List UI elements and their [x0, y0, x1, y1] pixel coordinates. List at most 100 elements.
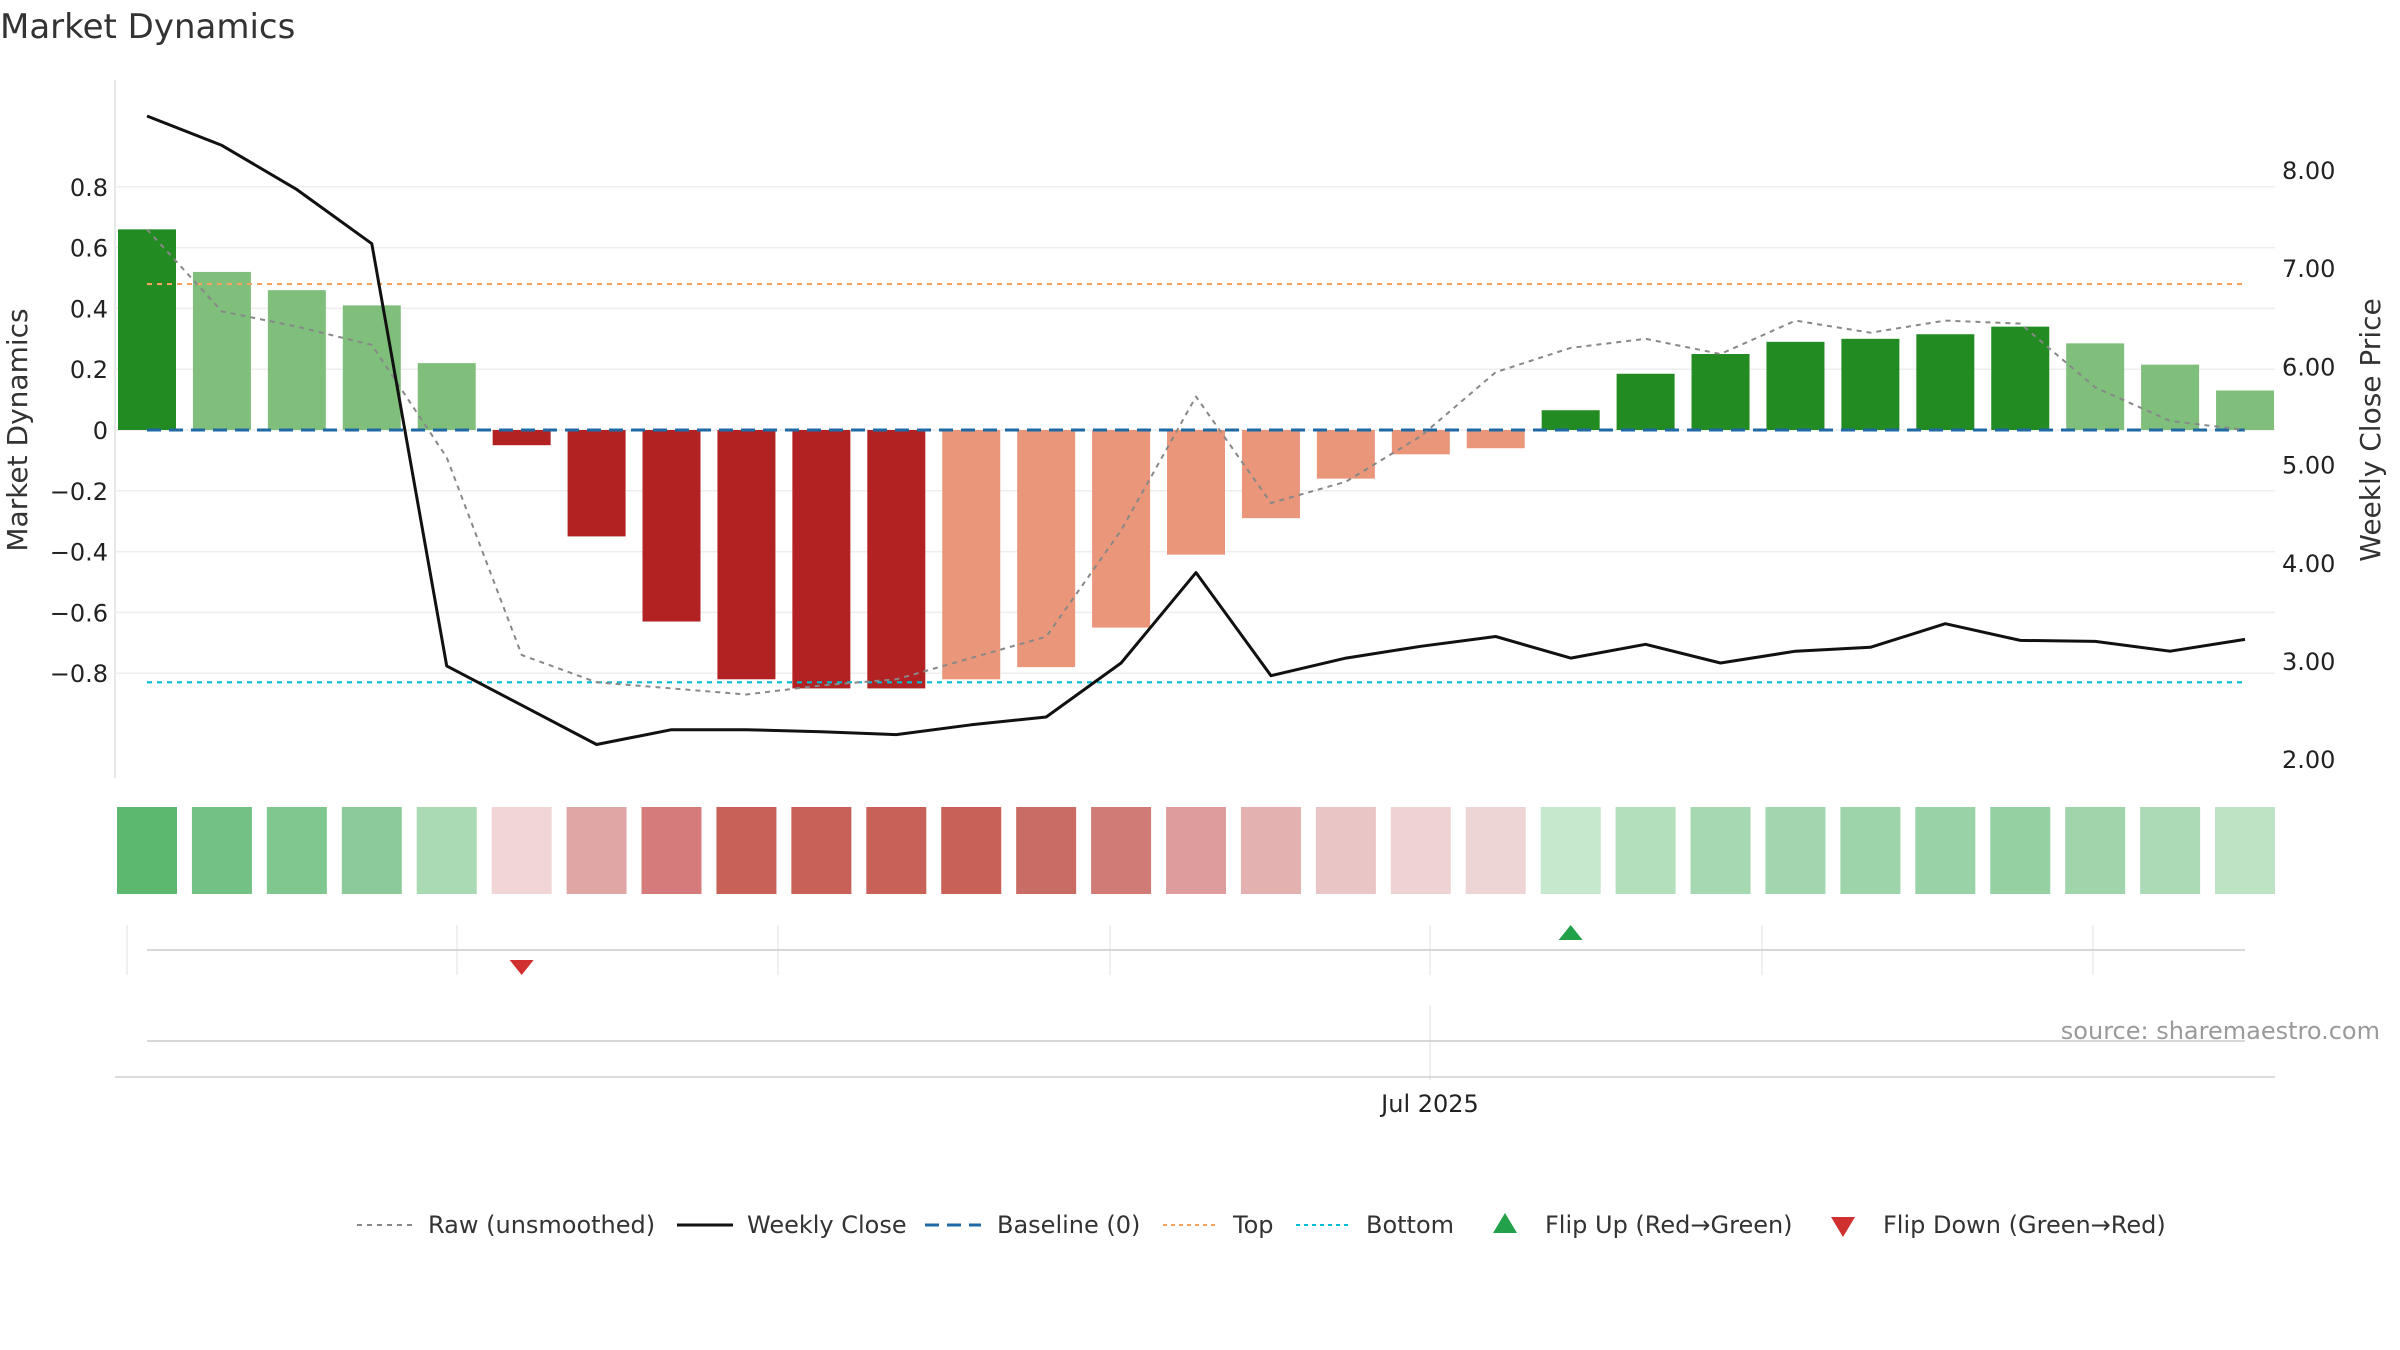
heat-cell	[491, 807, 552, 894]
heat-cell	[1990, 807, 2051, 894]
right-axis-ticks: 8.00 7.00 6.00 5.00 4.00 3.00 2.00	[2282, 157, 2335, 774]
bar	[942, 430, 1001, 680]
bar	[1241, 430, 1300, 519]
left-tick-label: −0.8	[50, 660, 108, 688]
legend-item-baseline: Baseline (0)	[925, 1211, 1140, 1239]
right-tick-label: 7.00	[2282, 255, 2335, 283]
legend-item-raw: Raw (unsmoothed)	[357, 1211, 655, 1239]
x-tick-label: Jul 2025	[1379, 1090, 1479, 1118]
heat-cell	[1315, 807, 1376, 894]
right-tick-label: 2.00	[2282, 746, 2335, 774]
bar	[642, 430, 701, 622]
heat-cell	[341, 807, 402, 894]
left-tick-label: −0.4	[50, 539, 108, 567]
legend-label-flip-up: Flip Up (Red→Green)	[1545, 1211, 1793, 1239]
time-axis-panel: source: sharemaestro.com Jul 2025	[115, 1005, 2380, 1118]
left-axis-title: Market Dynamics	[1, 308, 34, 551]
heat-cell	[1615, 807, 1676, 894]
left-axis-ticks: 0.8 0.6 0.4 0.2 0 −0.2 −0.4 −0.6 −0.8	[50, 174, 108, 688]
weekly-close-line	[146, 114, 2246, 746]
legend-item-bottom: Bottom	[1296, 1211, 1454, 1239]
flip-down-marker	[509, 960, 534, 975]
legend-label-top: Top	[1232, 1211, 1274, 1239]
bars-group	[118, 229, 2275, 689]
heat-cell	[1690, 807, 1751, 894]
triangle-down-icon	[1831, 1217, 1855, 1237]
bar	[267, 290, 326, 430]
bar	[2141, 364, 2200, 430]
legend-item-flip-down: Flip Down (Green→Red)	[1831, 1211, 2166, 1239]
right-tick-label: 5.00	[2282, 452, 2335, 480]
right-axis-title: Weekly Close Price	[2354, 298, 2387, 561]
legend-label-weekly-close: Weekly Close	[747, 1211, 907, 1239]
right-tick-label: 4.00	[2282, 550, 2335, 578]
bar	[1466, 430, 1525, 449]
right-tick-label: 6.00	[2282, 353, 2335, 381]
bar	[118, 229, 176, 430]
bar	[1167, 430, 1226, 555]
legend-label-baseline: Baseline (0)	[997, 1211, 1140, 1239]
raw-series-line	[146, 228, 2246, 696]
bar	[1916, 334, 1975, 430]
source-credit: source: sharemaestro.com	[2061, 1017, 2380, 1045]
right-tick-label: 8.00	[2282, 157, 2335, 185]
reference-lines	[147, 282, 2246, 684]
heat-cell	[791, 807, 852, 894]
flip-markers	[509, 925, 1583, 975]
left-tick-label: 0.8	[70, 174, 108, 202]
chart-title: Market Dynamics	[0, 7, 295, 47]
bar	[717, 430, 776, 680]
bar	[492, 430, 551, 446]
left-tick-label: 0.2	[70, 356, 108, 384]
heat-cell	[191, 807, 252, 894]
heat-cell	[641, 807, 702, 894]
left-tick-label: −0.2	[50, 478, 108, 506]
legend-item-top: Top	[1163, 1211, 1274, 1239]
heat-cell	[117, 807, 177, 894]
heat-cell	[416, 807, 477, 894]
heat-cell	[716, 807, 777, 894]
heat-cell	[1390, 807, 1451, 894]
right-tick-label: 3.00	[2282, 648, 2335, 676]
flip-up-marker	[1558, 925, 1583, 940]
bar	[1391, 430, 1450, 455]
heat-strip	[117, 807, 2276, 894]
bar	[1766, 341, 1825, 430]
heat-cell	[866, 807, 927, 894]
bar	[1691, 354, 1750, 430]
bar	[1541, 410, 1600, 430]
heat-cell	[1915, 807, 1976, 894]
bar	[1017, 430, 1076, 668]
legend-item-weekly-close: Weekly Close	[677, 1211, 907, 1239]
bar	[1616, 373, 1675, 430]
triangle-up-icon	[1493, 1213, 1517, 1233]
heat-cell	[1091, 807, 1152, 894]
series-lines	[146, 114, 2246, 746]
bar	[1316, 430, 1375, 479]
heat-cell	[2065, 807, 2126, 894]
heat-cell	[2215, 807, 2276, 894]
heat-cell	[1840, 807, 1901, 894]
legend-item-flip-up: Flip Up (Red→Green)	[1493, 1211, 1793, 1239]
legend-label-bottom: Bottom	[1366, 1211, 1454, 1239]
heat-cell	[1016, 807, 1077, 894]
heat-cell	[1166, 807, 1227, 894]
left-tick-label: 0	[93, 417, 108, 445]
legend-label-flip-down: Flip Down (Green→Red)	[1883, 1211, 2166, 1239]
heat-cell	[2140, 807, 2201, 894]
heat-cell	[1540, 807, 1601, 894]
left-tick-label: 0.6	[70, 235, 108, 263]
bar	[792, 430, 851, 689]
heat-cell	[566, 807, 627, 894]
bar	[1841, 338, 1900, 430]
bar	[342, 305, 401, 430]
heat-cell	[1765, 807, 1826, 894]
heat-cell	[1465, 807, 1526, 894]
legend-label-raw: Raw (unsmoothed)	[428, 1211, 655, 1239]
flip-panel	[126, 925, 2245, 975]
bar	[867, 430, 926, 689]
heat-cell	[1240, 807, 1301, 894]
main-panel: 0.8 0.6 0.4 0.2 0 −0.2 −0.4 −0.6 −0.8 8.00 7.00 6.…	[1, 80, 2387, 778]
bar	[2216, 390, 2275, 430]
